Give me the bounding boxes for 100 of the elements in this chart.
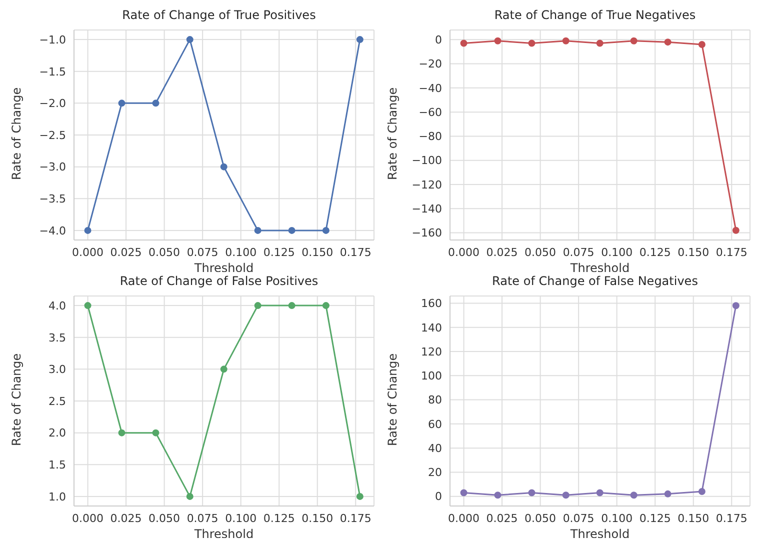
y-tick-label: −2.0 [39,97,66,110]
x-tick-label: 0.150 [678,512,710,525]
y-axis-title: Rate of Change [385,87,400,180]
point [664,38,672,46]
y-tick-label: −2.5 [39,128,66,142]
y-tick-label: 1.5 [48,458,66,472]
point [118,429,126,436]
x-axis-title: Threshold [193,261,254,275]
point [494,37,502,44]
x-tick-label: 0.075 [562,512,594,525]
x-tick-label: 0.050 [148,246,180,259]
point [630,37,638,44]
x-tick-label: 0.175 [716,246,748,259]
x-tick-label: 0.175 [340,512,372,525]
point [84,302,92,310]
point [254,302,262,310]
chart-title: Rate of Change of True Positives [121,8,317,24]
x-tick-label: 0.100 [225,246,257,259]
point [562,37,570,44]
x-tick-label: 0.100 [601,246,633,259]
x-tick-label: 0.050 [148,512,180,525]
y-tick-label: 140 [421,321,442,334]
x-tick-label: 0.000 [72,246,104,259]
y-tick-label: 2.0 [48,426,66,440]
y-tick-label: −140 [412,202,442,216]
x-tick-label: 0.025 [486,512,518,525]
y-tick-label: 80 [428,394,442,407]
y-tick-label: −20 [418,58,442,71]
point [698,40,706,48]
y-tick-label: 1.0 [48,490,66,504]
x-tick-label: 0.150 [302,246,334,259]
chart-title: Rate of Change of False Positives [118,274,320,290]
x-tick-label: 0.075 [186,246,218,259]
x-tick-label: 0.025 [110,512,142,525]
point [732,302,740,310]
x-tick-label: 0.075 [186,512,218,525]
point [664,490,672,498]
y-axis-title: Rate of Change [9,353,24,446]
y-tick-label: −1.5 [39,65,66,78]
point [322,302,330,310]
x-axis-title: Threshold [193,527,254,541]
y-tick-label: 0 [435,490,442,504]
point [356,492,364,500]
x-tick-label: 0.150 [678,246,710,259]
point [322,226,330,234]
x-tick-label: 0.125 [639,246,671,259]
x-tick-label: 0.175 [340,246,372,259]
y-tick-label: 120 [421,345,442,358]
point [220,163,228,170]
y-tick-label: −40 [418,82,442,95]
point [460,40,468,47]
point [356,36,364,44]
point [254,226,262,234]
point [186,36,194,44]
point [152,429,160,436]
x-tick-label: 0.125 [263,246,295,259]
point [288,302,296,310]
y-tick-label: −3.0 [39,160,66,174]
x-tick-label: 0.100 [225,512,257,525]
y-tick-label: −1.0 [39,33,66,46]
point [698,488,706,496]
point [596,489,604,496]
point [460,489,468,496]
point [630,492,638,499]
y-tick-label: −160 [412,226,442,240]
y-tick-label: 3.0 [48,363,66,376]
x-tick-label: 0.075 [562,246,594,259]
point [84,226,92,234]
point [528,489,536,496]
y-tick-label: 60 [428,418,442,431]
x-axis-title: Threshold [569,261,630,275]
x-tick-label: 0.175 [716,512,748,525]
y-tick-label: 20 [428,466,442,480]
y-tick-label: 4.0 [48,299,66,312]
y-tick-label: −80 [418,130,442,144]
x-tick-label: 0.125 [639,512,671,525]
point [152,100,160,107]
y-tick-label: −3.5 [39,192,66,206]
x-axis-title: Threshold [569,527,630,541]
y-tick-label: 40 [428,442,442,455]
point [732,226,740,234]
x-tick-label: 0.000 [448,512,480,525]
x-tick-label: 0.100 [601,512,633,525]
x-tick-label: 0.000 [448,246,480,259]
point [562,492,570,499]
y-tick-label: 2.5 [48,394,66,408]
point [494,492,502,499]
y-axis-title: Rate of Change [9,87,24,180]
y-tick-label: −120 [412,178,442,192]
y-tick-label: −4.0 [39,224,66,238]
chart-title: Rate of Change of False Negatives [491,274,699,290]
point [118,100,126,107]
x-tick-label: 0.025 [486,246,518,259]
point [528,40,536,47]
point [186,492,194,500]
y-tick-label: 160 [421,297,442,310]
y-tick-label: −60 [418,106,442,119]
x-tick-label: 0.000 [72,512,104,525]
y-tick-label: 3.5 [48,331,66,344]
x-tick-label: 0.050 [524,512,556,525]
